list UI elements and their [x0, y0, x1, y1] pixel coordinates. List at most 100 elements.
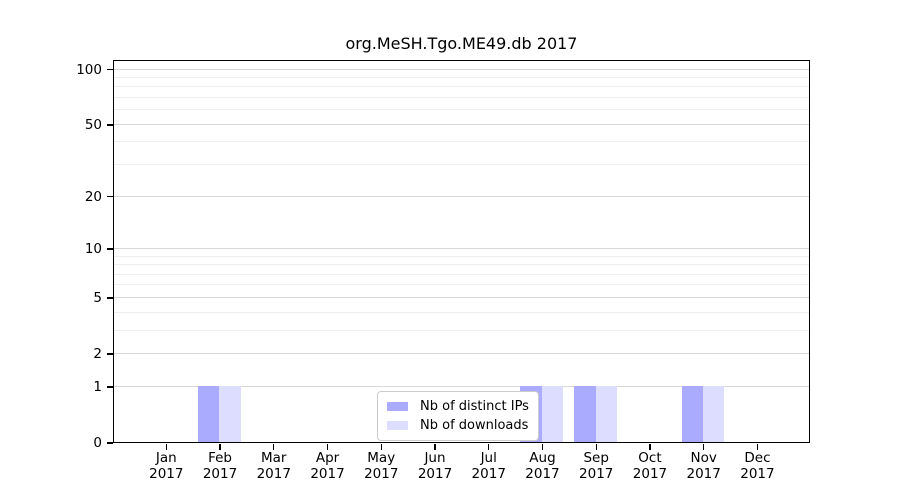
- y-axis-tick: [106, 442, 113, 444]
- year-label: 2017: [471, 465, 506, 482]
- grid-line-major: [114, 195, 809, 197]
- y-axis-tick-label: 0: [93, 435, 102, 451]
- year-label: 2017: [417, 465, 453, 482]
- month-label: May: [367, 450, 396, 466]
- grid-line-minor: [114, 284, 809, 286]
- plot-area: [113, 60, 810, 443]
- grid-line-major: [114, 296, 809, 298]
- grid-line-minor: [114, 76, 809, 78]
- x-axis-tick: [703, 443, 705, 450]
- x-axis-tick-label: Feb 2017: [188, 450, 252, 482]
- grid-line-major: [114, 123, 809, 125]
- grid-line-minor: [114, 97, 809, 99]
- legend-label-distinct-ips: Nb of distinct IPs: [420, 399, 529, 414]
- year-label: 2017: [740, 465, 775, 482]
- year-label: 2017: [632, 465, 668, 482]
- x-axis-tick: [649, 443, 651, 450]
- x-axis-tick-label: Apr 2017: [296, 450, 360, 482]
- grid-line-major: [114, 247, 809, 249]
- month-label: Oct: [638, 450, 662, 466]
- y-axis-tick: [106, 248, 113, 250]
- x-axis-tick: [434, 443, 436, 450]
- grid-line-minor: [114, 86, 809, 88]
- year-label: 2017: [256, 465, 291, 482]
- y-axis-tick: [106, 124, 113, 126]
- year-label: 2017: [202, 465, 238, 482]
- month-label: Jan: [155, 450, 177, 466]
- legend-swatch-downloads: [387, 421, 408, 430]
- x-axis-tick: [756, 443, 759, 450]
- grid-line-major: [114, 385, 809, 387]
- y-axis-tick: [106, 386, 113, 388]
- legend-row-distinct-ips: Nb of distinct IPs: [387, 397, 529, 416]
- grid-line-major: [114, 68, 809, 70]
- x-axis-tick-label: Sep 2017: [564, 450, 628, 482]
- x-axis-tick-label: Oct 2017: [618, 450, 682, 482]
- x-axis-tick-label: Jul 2017: [457, 450, 521, 482]
- x-axis-tick: [380, 443, 382, 450]
- legend-label-downloads: Nb of downloads: [420, 418, 529, 433]
- bar-distinct-ips: [574, 386, 596, 443]
- bar-distinct-ips: [681, 386, 704, 443]
- year-label: 2017: [686, 465, 721, 482]
- x-axis-tick-label: Mar 2017: [242, 450, 306, 482]
- legend-row-downloads: Nb of downloads: [387, 416, 529, 435]
- y-axis-tick-label: 50: [84, 116, 102, 133]
- grid-line-minor: [114, 141, 809, 143]
- x-axis-tick-label: Nov 2017: [672, 450, 736, 482]
- grid-line-minor: [114, 273, 809, 275]
- x-axis-tick-label: May 2017: [349, 450, 413, 482]
- month-label: Jul: [480, 450, 497, 466]
- bar-downloads: [595, 386, 617, 443]
- grid-line-minor: [114, 311, 809, 313]
- bar-distinct-ips: [198, 386, 220, 443]
- x-axis-tick: [488, 443, 490, 450]
- y-axis-tick-label: 20: [84, 188, 102, 205]
- grid-line-minor: [114, 164, 809, 166]
- year-label: 2017: [149, 465, 184, 482]
- x-axis-tick: [273, 443, 275, 450]
- x-axis-tick-label: Aug 2017: [510, 450, 574, 482]
- chart-title: org.MeSH.Tgo.ME49.db 2017: [345, 34, 578, 53]
- year-label: 2017: [364, 465, 399, 482]
- year-label: 2017: [525, 465, 560, 482]
- month-label: Apr: [315, 450, 340, 466]
- y-axis-tick: [106, 195, 113, 198]
- month-label: Mar: [261, 450, 287, 466]
- bar-downloads: [541, 386, 564, 443]
- x-axis-tick: [326, 443, 329, 450]
- grid-line-minor: [114, 264, 809, 266]
- legend-swatch-distinct-ips: [387, 402, 408, 411]
- y-axis-tick: [106, 68, 113, 71]
- y-axis-tick-label: 100: [76, 61, 102, 78]
- y-axis-tick-label: 2: [93, 346, 102, 363]
- grid-line-minor: [114, 255, 809, 257]
- bar-downloads: [219, 386, 241, 443]
- month-label: Nov: [690, 450, 717, 466]
- year-label: 2017: [310, 465, 345, 482]
- month-label: Feb: [208, 450, 232, 466]
- x-axis-tick-label: Dec 2017: [725, 450, 789, 482]
- year-label: 2017: [579, 465, 614, 482]
- x-axis-tick: [595, 443, 597, 450]
- y-axis-tick: [106, 353, 113, 355]
- grid-line-minor: [114, 329, 809, 331]
- x-axis-tick-label: Jun 2017: [403, 450, 467, 482]
- x-axis-tick: [219, 443, 221, 450]
- x-axis-tick: [541, 443, 544, 450]
- y-axis-tick-label: 10: [84, 241, 102, 257]
- month-label: Jun: [424, 450, 446, 466]
- month-label: Aug: [529, 450, 556, 466]
- grid-line-major: [114, 353, 809, 355]
- x-axis-tick-label: Jan 2017: [134, 450, 198, 482]
- y-axis-tick-label: 5: [93, 290, 102, 307]
- month-label: Sep: [583, 450, 609, 466]
- grid-line-minor: [114, 109, 809, 111]
- bar-downloads: [703, 386, 725, 443]
- y-axis-tick: [106, 297, 113, 299]
- legend: Nb of distinct IPs Nb of downloads: [377, 391, 539, 441]
- x-axis-tick: [165, 443, 167, 450]
- month-label: Dec: [744, 450, 771, 466]
- y-axis-tick-label: 1: [93, 378, 102, 395]
